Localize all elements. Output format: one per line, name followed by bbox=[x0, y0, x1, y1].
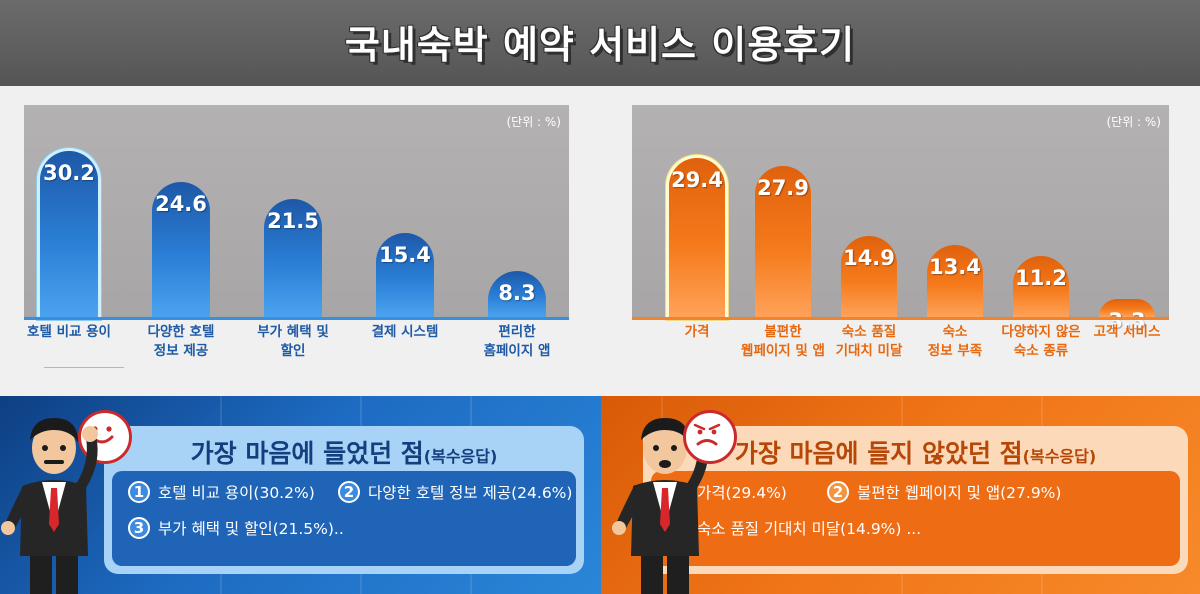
bar: 21.5 bbox=[264, 199, 322, 317]
liked-card: 가장 마음에 들었던 점(복수응답) 1 호텔 비교 용이(30.2%) 2 다… bbox=[104, 426, 584, 574]
bar: 11.2 bbox=[1013, 256, 1069, 317]
list-item: 2 불편한 웹페이지 및 앱(27.9%) bbox=[827, 481, 1061, 503]
category-label: 가격 bbox=[684, 324, 710, 340]
category-label: 결제 시스템 bbox=[371, 324, 439, 340]
liked-title: 가장 마음에 들었던 점 bbox=[190, 439, 424, 468]
bar: 8.3 bbox=[488, 271, 546, 317]
bar: 13.4 bbox=[927, 245, 983, 317]
bar-value-label: 21.5 bbox=[267, 209, 319, 233]
bar: 3.3 bbox=[1099, 299, 1155, 333]
category-label: 숙소 품질 기대치 미달 bbox=[835, 324, 903, 359]
list-item-text: 가격(29.4%) bbox=[697, 484, 787, 502]
list-item-text: 숙소 품질 기대치 미달(14.9%) ... bbox=[697, 520, 922, 538]
bar-value-label: 8.3 bbox=[498, 281, 536, 305]
bar: 30.2 bbox=[40, 151, 98, 317]
label-underline bbox=[44, 367, 124, 368]
unit-label: (단위 : %) bbox=[506, 115, 561, 129]
bar-value-label: 11.2 bbox=[1015, 266, 1067, 290]
chart-baseline bbox=[24, 317, 569, 320]
bar: 15.4 bbox=[376, 233, 434, 317]
disliked-panel: 가장 마음에 들지 않았던 점(복수응답) 1 가격(29.4%) 2 불편한 … bbox=[601, 396, 1200, 594]
bar: 27.9 bbox=[755, 166, 811, 317]
bar-value-label: 3.3 bbox=[1108, 309, 1146, 333]
angry-face-icon bbox=[683, 410, 737, 464]
list-item-text: 다양한 호텔 정보 제공(24.6%) bbox=[368, 484, 573, 502]
category-label: 불편한 웹페이지 및 앱 bbox=[741, 324, 825, 359]
number-badge: 1 bbox=[128, 481, 150, 503]
category-label: 부가 혜택 및 할인 bbox=[257, 324, 329, 359]
disliked-card: 가장 마음에 들지 않았던 점(복수응답) 1 가격(29.4%) 2 불편한 … bbox=[643, 426, 1188, 574]
disliked-bars: 29.4 27.9 14.9 13.4 11.2 3.3 bbox=[632, 105, 1169, 333]
bar-value-label: 29.4 bbox=[671, 168, 723, 192]
liked-bars: 30.2 24.6 21.5 15.4 8.3 bbox=[24, 105, 569, 320]
bar-value-label: 27.9 bbox=[757, 176, 809, 200]
category-label: 다양한 호텔 정보 제공 bbox=[147, 324, 215, 359]
liked-panel: 가장 마음에 들었던 점(복수응답) 1 호텔 비교 용이(30.2%) 2 다… bbox=[0, 396, 601, 594]
bar: 24.6 bbox=[152, 182, 210, 317]
category-label: 호텔 비교 용이 bbox=[27, 324, 111, 340]
unit-label: (단위 : %) bbox=[1106, 115, 1161, 129]
list-item: 2 다양한 호텔 정보 제공(24.6%) bbox=[338, 481, 572, 503]
number-badge: 2 bbox=[338, 481, 360, 503]
liked-list-box: 1 호텔 비교 용이(30.2%) 2 다양한 호텔 정보 제공(24.6%) … bbox=[112, 471, 576, 566]
bar-value-label: 24.6 bbox=[155, 192, 207, 216]
liked-category-labels: 호텔 비교 용이 다양한 호텔 정보 제공 부가 혜택 및 할인 결제 시스템 편리한 … bbox=[24, 323, 569, 373]
disliked-category-labels: 가격 불편한 웹페이지 및 앱 숙소 품질 기대치 미달 숙소 정보 부족 다양하지 않… bbox=[632, 323, 1169, 373]
liked-chart: (단위 : %) 30.2 24.6 21.5 15.4 8.3 bbox=[24, 105, 569, 320]
title-bar: 국내숙박 예약 서비스 이용후기 bbox=[0, 0, 1200, 86]
disliked-card-title: 가장 마음에 들지 않았던 점(복수응답) bbox=[643, 434, 1188, 470]
bar-value-label: 13.4 bbox=[929, 255, 981, 279]
disliked-list-box: 1 가격(29.4%) 2 불편한 웹페이지 및 앱(27.9%) 3 숙소 품… bbox=[651, 471, 1180, 566]
page-title: 국내숙박 예약 서비스 이용후기 bbox=[344, 23, 856, 67]
number-badge: 3 bbox=[128, 517, 150, 539]
bar-value-label: 14.9 bbox=[843, 246, 895, 270]
list-item-text: 부가 혜택 및 할인(21.5%).. bbox=[158, 520, 344, 538]
category-label: 고객 서비스 bbox=[1093, 324, 1161, 340]
bar-value-label: 30.2 bbox=[43, 161, 95, 185]
category-label: 편리한 홈페이지 앱 bbox=[483, 324, 551, 359]
liked-subtitle: (복수응답) bbox=[423, 447, 498, 466]
chart-baseline bbox=[632, 317, 1169, 320]
liked-card-title: 가장 마음에 들었던 점(복수응답) bbox=[104, 434, 584, 470]
disliked-subtitle: (복수응답) bbox=[1022, 447, 1097, 466]
list-item-text: 호텔 비교 용이(30.2%) bbox=[158, 484, 315, 502]
list-item: 1 호텔 비교 용이(30.2%) bbox=[128, 481, 315, 503]
disliked-chart: (단위 : %) 29.4 27.9 14.9 13.4 11.2 3.3 bbox=[632, 105, 1169, 333]
businessman-illustration bbox=[612, 418, 709, 594]
category-label: 숙소 정보 부족 bbox=[927, 324, 983, 359]
category-label: 다양하지 않은 숙소 종류 bbox=[1001, 324, 1081, 359]
list-item: 3 부가 혜택 및 할인(21.5%).. bbox=[128, 517, 344, 539]
bar: 14.9 bbox=[841, 236, 897, 317]
number-badge: 2 bbox=[827, 481, 849, 503]
bar: 29.4 bbox=[669, 158, 725, 317]
disliked-title: 가장 마음에 들지 않았던 점 bbox=[734, 439, 1023, 468]
bar-value-label: 15.4 bbox=[379, 243, 431, 267]
list-item-text: 불편한 웹페이지 및 앱(27.9%) bbox=[857, 484, 1062, 502]
businessman-illustration bbox=[1, 418, 98, 594]
